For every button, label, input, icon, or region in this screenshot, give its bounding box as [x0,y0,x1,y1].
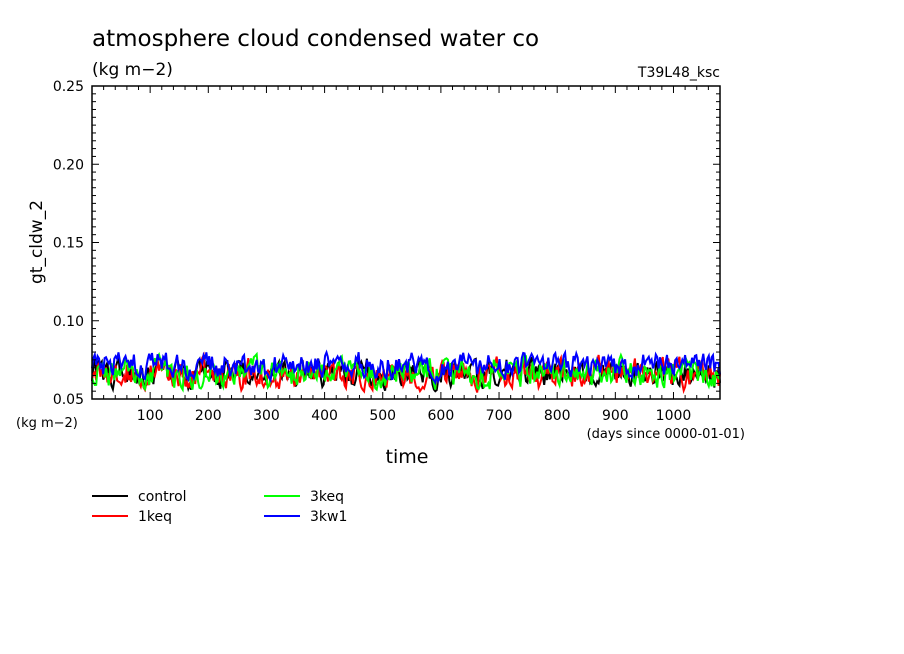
y-axis-label: gt_cldw_2 [27,200,47,284]
y-tick-label: 0.25 [53,79,84,95]
chart-subtitle: (kg m−2) [92,60,173,80]
x-tick-label: 400 [311,408,338,424]
x-axis-units: (days since 0000-01-01) [587,427,745,442]
y-tick-label: 0.15 [53,236,84,252]
y-axis-units: (kg m−2) [16,416,78,431]
legend-label-3keq: 3keq [310,489,344,505]
x-tick-label: 200 [195,408,222,424]
x-tick-label: 900 [602,408,629,424]
chart-title: atmosphere cloud condensed water co [92,26,539,52]
x-tick-label: 300 [253,408,280,424]
x-tick-label: 1000 [656,408,692,424]
x-tick-label: 100 [137,408,164,424]
run-label: T39L48_ksc [637,65,720,81]
x-tick-label: 800 [544,408,571,424]
legend-label-control: control [138,489,187,505]
y-tick-label: 0.20 [53,157,84,173]
series-layer [91,349,721,395]
x-tick-label: 600 [428,408,455,424]
x-tick-label: 700 [486,408,513,424]
x-tick-label: 500 [369,408,396,424]
y-tick-label: 0.10 [53,314,84,330]
legend-label-1keq: 1keq [138,509,172,525]
plot-frame [91,85,721,400]
y-tick-label: 0.05 [53,392,84,408]
x-axis-label: time [386,446,429,468]
legend-label-3kw1: 3kw1 [310,509,347,525]
series-line-3kw1 [91,349,721,386]
legend: control 1keq 3keq 3kw1 [92,489,347,525]
